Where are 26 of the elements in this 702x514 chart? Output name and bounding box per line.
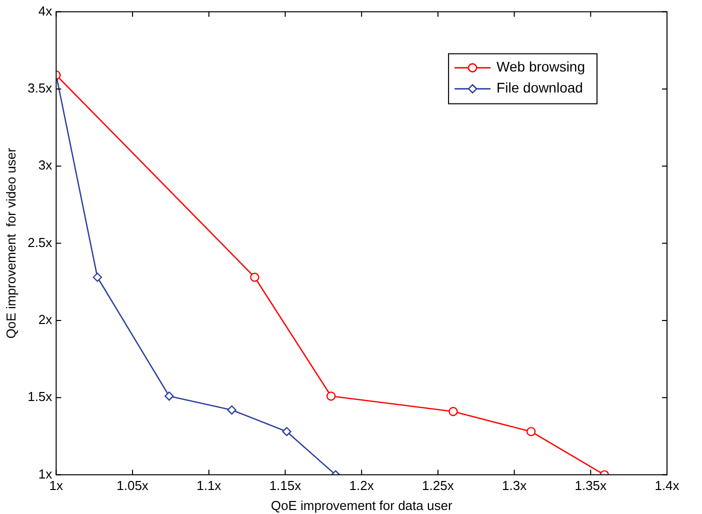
y-tick-label: 2x <box>38 312 53 328</box>
y-tick-label: 2.5x <box>28 234 53 250</box>
legend-label: File download <box>496 80 583 96</box>
x-tick-label: 1.05x <box>116 478 149 494</box>
x-tick-label: 1.1x <box>196 478 222 494</box>
x-tick-label: 1.2x <box>349 478 374 494</box>
point <box>526 426 536 436</box>
point <box>92 272 102 282</box>
legend-label: Web browsing <box>496 58 586 75</box>
point <box>282 426 292 436</box>
point <box>326 391 336 401</box>
x-tick-label: 1.3x <box>502 478 528 494</box>
x-tick-label: 1.15x <box>269 478 302 494</box>
x-tick-label: 1.35x <box>574 478 608 494</box>
x-tick-label: 1.4x <box>654 478 680 494</box>
point <box>227 405 236 415</box>
y-tick-label: 3.5x <box>28 80 53 96</box>
y-tick-label: 3x <box>38 158 53 173</box>
y-tick-label: 4x <box>38 3 53 18</box>
y-axis-title: QoE improvement for video user <box>3 147 18 339</box>
x-tick-label: 1.25x <box>422 478 454 494</box>
y-tick-label: 1.5x <box>28 389 53 404</box>
point <box>448 406 458 416</box>
x-axis-title: QoE improvement for data user <box>270 498 453 513</box>
point <box>164 391 174 401</box>
point <box>250 272 260 282</box>
